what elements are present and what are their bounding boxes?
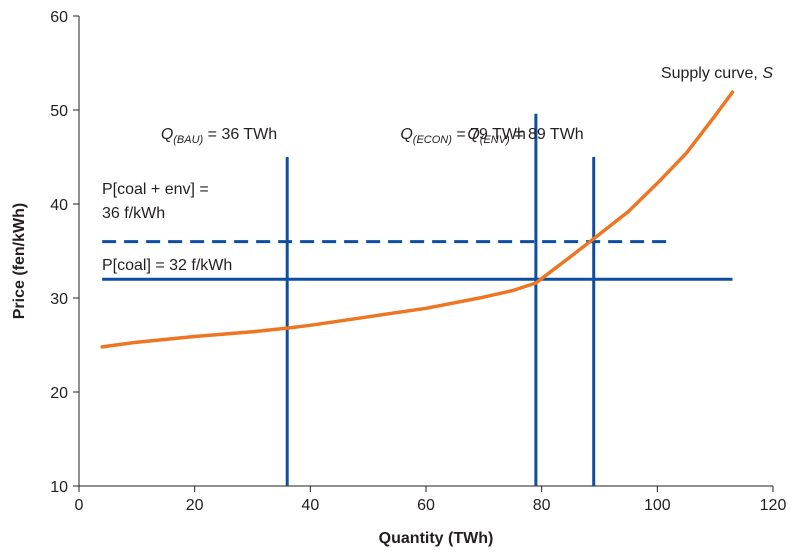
- x-tick-label: 100: [644, 497, 671, 514]
- price-label-coal-env-line-1: 36 f/kWh: [102, 205, 165, 222]
- x-tick-label: 0: [75, 497, 84, 514]
- x-axis-title: Quantity (TWh): [379, 530, 494, 547]
- quantity-label-0: Q(BAU) = 36 TWh: [161, 126, 277, 146]
- price-label-coal-env-line-0: P[coal + env] =: [102, 181, 209, 198]
- axes: 0 20 40 60 80 100 120 10 20 30 40 50 60 Quantity (TWh…: [11, 9, 786, 547]
- x-tick-label: 80: [533, 497, 551, 514]
- chart-marks: [100, 90, 735, 486]
- y-tick-label: 40: [50, 197, 68, 214]
- y-tick-label: 30: [50, 291, 68, 308]
- x-tick-label: 120: [760, 497, 787, 514]
- x-tick-label: 40: [301, 497, 319, 514]
- y-tick-label: 50: [50, 103, 68, 120]
- quantity-label-2: Q(ENV) = 89 TWh: [467, 126, 583, 146]
- x-tick-label: 60: [417, 497, 435, 514]
- y-axis-title: Price (fen/kWh): [11, 203, 28, 319]
- y-tick-label: 20: [50, 385, 68, 402]
- supply-curve-label: Supply curve, S: [661, 65, 773, 82]
- price-label-coal: P[coal] = 32 f/kWh: [102, 257, 232, 274]
- x-tick-label: 20: [186, 497, 204, 514]
- supply-curve-line: [100, 90, 735, 349]
- y-tick-label: 10: [50, 479, 68, 496]
- quantity-label-1: Q(ECON) = 79 TWh: [400, 126, 526, 146]
- y-tick-label: 60: [50, 9, 68, 26]
